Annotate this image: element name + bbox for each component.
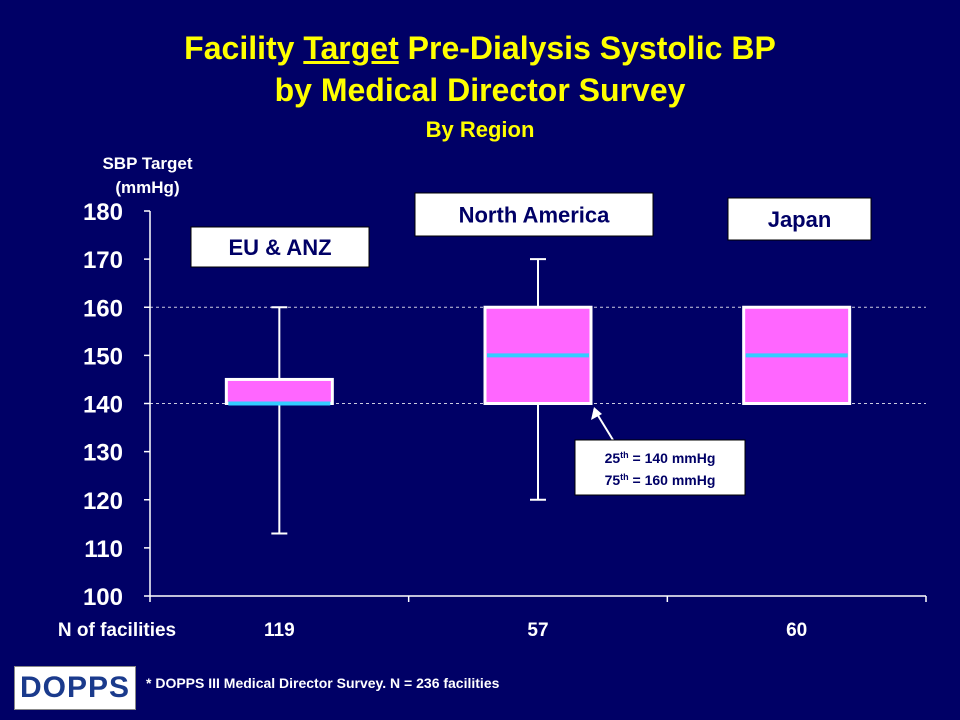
chart-title-line2: by Medical Director Survey xyxy=(274,72,686,108)
region-label: Japan xyxy=(768,207,832,232)
box-japan xyxy=(742,305,852,405)
annotation-box xyxy=(574,439,746,496)
dopps-logo: DOPPS xyxy=(14,666,136,710)
annotation-line-25th: 25th = 140 mmHg xyxy=(605,450,716,466)
percentile-annotation: 25th = 140 mmHg 75th = 160 mmHg xyxy=(574,407,746,496)
region-label: North America xyxy=(459,203,611,228)
region-label-box xyxy=(190,226,370,268)
y-tick-label: 140 xyxy=(83,392,123,419)
y-tick-label: 100 xyxy=(83,584,123,611)
n-facilities-value: 119 xyxy=(264,620,295,641)
y-tick-label: 150 xyxy=(83,343,123,370)
region-label-box xyxy=(414,192,654,237)
chart-title-line1: Facility Target Pre-Dialysis Systolic BP xyxy=(184,30,776,66)
annotation-line-75th: 75th = 160 mmHg xyxy=(605,472,716,488)
chart-subtitle: By Region xyxy=(425,117,535,142)
y-tick-label: 130 xyxy=(83,440,123,467)
region-label: EU & ANZ xyxy=(228,235,331,260)
n-facilities-value: 60 xyxy=(786,620,807,641)
region-label-box xyxy=(727,197,872,241)
box-iqr xyxy=(224,377,334,405)
box-eu-anz xyxy=(224,306,334,535)
y-tick-label: 160 xyxy=(83,295,123,322)
y-axis-label: SBP Target (mmHg) xyxy=(102,154,193,197)
annotation-arrowhead xyxy=(591,407,602,420)
n-facilities-label: N of facilities xyxy=(58,620,176,641)
y-tick-label: 110 xyxy=(84,536,123,563)
y-tick-label: 120 xyxy=(83,488,123,515)
footnote: * DOPPS III Medical Director Survey. N =… xyxy=(146,675,500,691)
box-north-america xyxy=(483,258,593,501)
y-tick-label: 170 xyxy=(83,247,123,274)
y-tick-label: 180 xyxy=(83,199,123,226)
n-facilities-value: 57 xyxy=(527,620,548,641)
